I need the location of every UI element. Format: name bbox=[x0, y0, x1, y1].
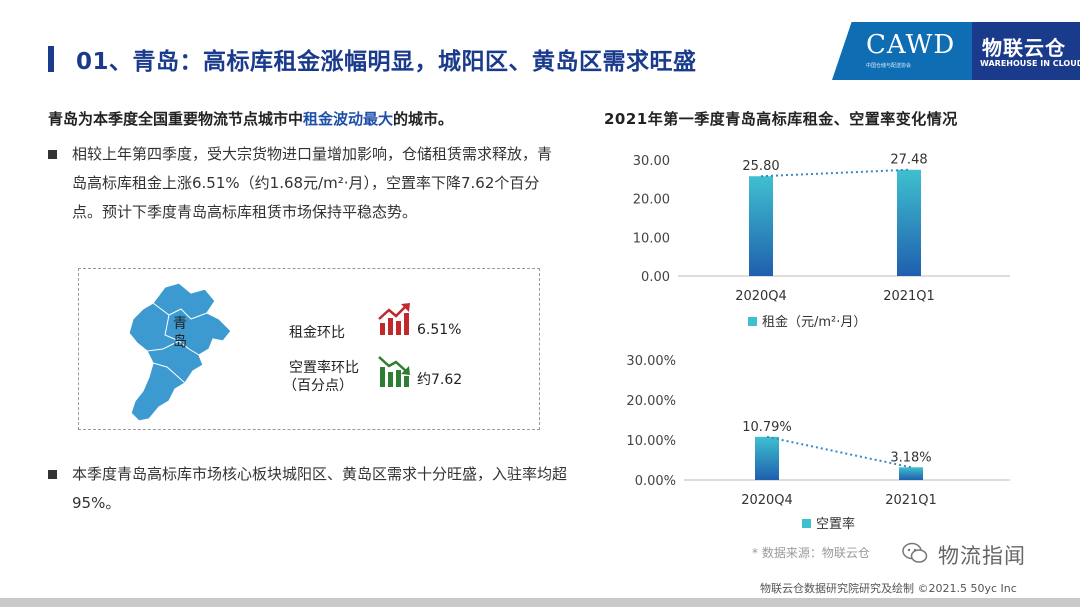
trend-up-icon bbox=[378, 303, 410, 335]
bar bbox=[897, 169, 921, 276]
title-bar: 01、青岛：高标库租金涨幅明显，城阳区、黄岛区需求旺盛 bbox=[0, 40, 900, 80]
rent-chart: 0.00 10.00 20.00 30.00 25.80 2020Q4 27.48 2021Q… bbox=[600, 140, 1020, 340]
vacancy-chart: 0.00% 10.00% 20.00% 30.00% 10.79% 2020Q4 3.18%… bbox=[600, 344, 1020, 540]
x-tick-label: 2021Q1 bbox=[883, 289, 935, 304]
wc-logo-en: WAREHOUSE IN CLOUD bbox=[980, 59, 1080, 68]
y-tick-label: 0.00% bbox=[635, 474, 676, 489]
trend-line bbox=[760, 168, 910, 178]
y-tick-label: 20.00 bbox=[633, 193, 670, 208]
wc-logo-cn: 物联云仓 bbox=[982, 36, 1066, 60]
vacancy-change-label: 空置率环比 bbox=[289, 360, 359, 376]
y-tick-label: 10.00 bbox=[633, 231, 670, 246]
x-tick-label: 2020Q4 bbox=[735, 289, 787, 304]
trend-down-icon bbox=[378, 356, 410, 387]
legend-label: 租金（元/m²·月） bbox=[762, 314, 866, 330]
bullet-text: 本季度青岛高标库市场核心板块城阳区、黄岛区需求十分旺盛，入驻率均超95%。 bbox=[72, 465, 568, 512]
cawd-logo: CAWD 中国仓储与配送协会 bbox=[832, 22, 972, 80]
data-source-note: * 数据来源：物联云仓 bbox=[752, 546, 870, 560]
data-label: 25.80 bbox=[742, 159, 779, 174]
bar bbox=[755, 436, 779, 480]
vacancy-change-unit: （百分点） bbox=[283, 378, 353, 394]
legend-swatch bbox=[802, 519, 811, 528]
vacancy-change-value: 约7.62 bbox=[417, 372, 463, 388]
y-tick-label: 30.00 bbox=[633, 154, 670, 169]
bullet-text: 相较上年第四季度，受大宗货物进口量增加影响，仓储租赁需求释放，青岛高标库租金上涨… bbox=[72, 145, 553, 221]
warehouse-in-cloud-logo: 物联云仓 WAREHOUSE IN CLOUD bbox=[972, 22, 1080, 80]
bullet-square-icon bbox=[48, 470, 57, 479]
bar bbox=[749, 176, 773, 276]
qingdao-map-card: 青岛 租金环比 6.51% 空置率环比 （百分点） 约7.62 bbox=[78, 268, 540, 430]
data-label: 27.48 bbox=[890, 153, 927, 168]
vacancy-chart-svg: 0.00% 10.00% 20.00% 30.00% 10.79% 2020Q4 3.18%… bbox=[626, 354, 1010, 532]
lead-prefix: 青岛为本季度全国重要物流节点城市中 bbox=[48, 110, 304, 128]
lead-highlight: 租金波动最大 bbox=[303, 110, 394, 128]
wechat-icon bbox=[902, 542, 928, 563]
bullet-rent-change: 相较上年第四季度，受大宗货物进口量增加影响，仓储租赁需求释放，青岛高标库租金上涨… bbox=[48, 140, 568, 260]
x-tick-label: 2021Q1 bbox=[885, 493, 937, 508]
rent-chart-svg: 0.00 10.00 20.00 30.00 25.80 2020Q4 27.48 2021Q… bbox=[633, 153, 1010, 330]
credit-line: 物联云仓数据研究院研究及绘制 ©2021.5 50yc Inc bbox=[760, 582, 1017, 595]
rent-change-label: 租金环比 bbox=[289, 325, 345, 341]
legend-swatch bbox=[748, 317, 757, 326]
qingdao-map-icon bbox=[128, 282, 232, 422]
map-city-label: 青岛 bbox=[173, 316, 187, 350]
cawd-logo-text: CAWD bbox=[866, 30, 956, 60]
y-tick-label: 30.00% bbox=[626, 354, 676, 369]
cawd-logo-subtext: 中国仓储与配送协会 bbox=[866, 63, 912, 69]
y-tick-label: 0.00 bbox=[641, 270, 670, 285]
title-accent-bar bbox=[48, 46, 54, 72]
watermark-text: 物流指闻 bbox=[938, 544, 1026, 568]
bar bbox=[899, 467, 923, 480]
x-tick-label: 2020Q4 bbox=[741, 493, 793, 508]
y-tick-label: 20.00% bbox=[626, 394, 676, 409]
y-tick-label: 10.00% bbox=[626, 434, 676, 449]
lead-suffix: 的城市。 bbox=[393, 110, 454, 128]
bullet-square-icon bbox=[48, 150, 57, 159]
footer-bar bbox=[0, 598, 1080, 607]
bullet-core-districts: 本季度青岛高标库市场核心板块城阳区、黄岛区需求十分旺盛，入驻率均超95%。 bbox=[48, 460, 568, 520]
rent-change-value: 6.51% bbox=[417, 322, 462, 338]
data-label: 10.79% bbox=[742, 420, 792, 435]
data-label: 3.18% bbox=[890, 450, 931, 465]
page-title: 01、青岛：高标库租金涨幅明显，城阳区、黄岛区需求旺盛 bbox=[76, 49, 697, 75]
chart-title: 2021年第一季度青岛高标库租金、空置率变化情况 bbox=[604, 110, 958, 128]
lead-sentence: 青岛为本季度全国重要物流节点城市中租金波动最大的城市。 bbox=[48, 108, 453, 129]
legend-label: 空置率 bbox=[816, 516, 855, 532]
